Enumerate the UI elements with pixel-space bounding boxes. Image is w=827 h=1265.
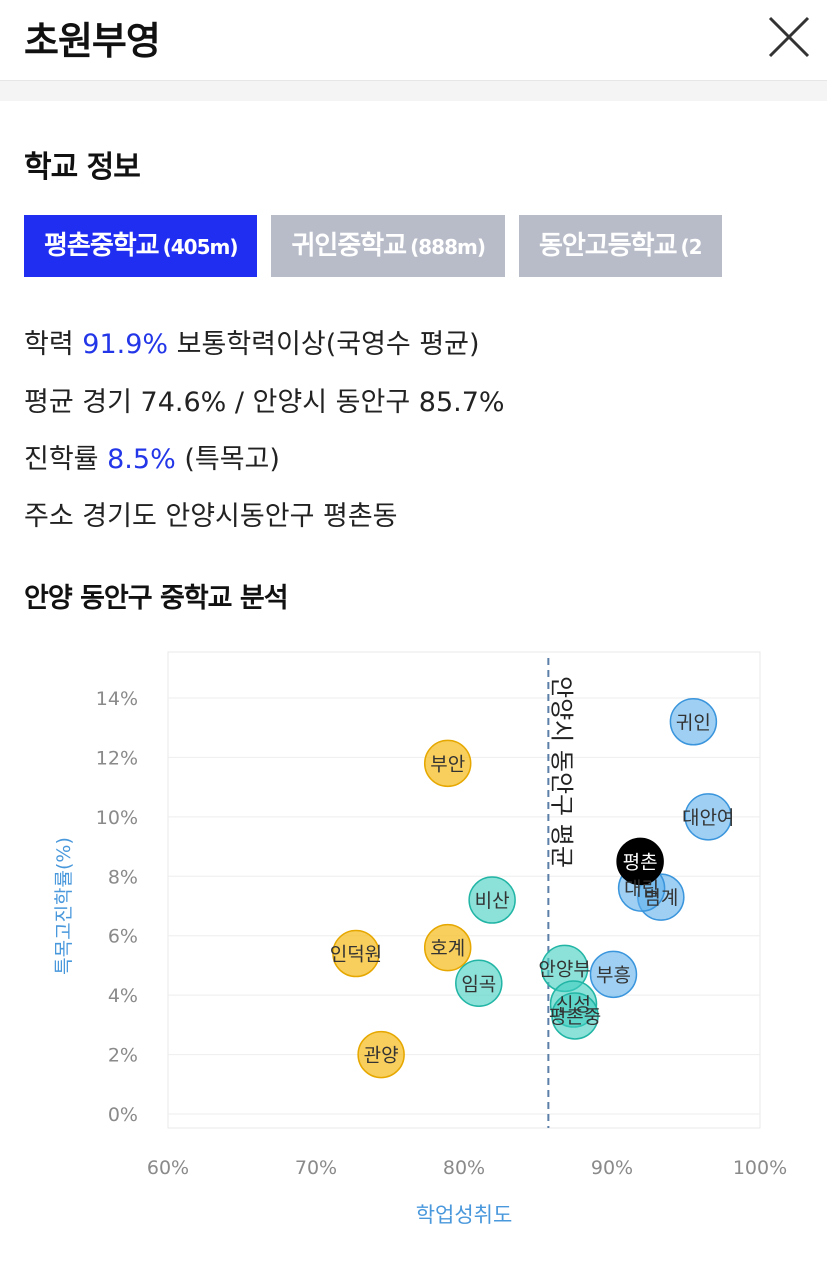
y-tick-label: 14% (96, 688, 138, 710)
point-label: 범계 (643, 887, 678, 909)
point-label: 부안 (430, 753, 465, 775)
advance-row: 진학률 8.5% (특목고) (24, 437, 280, 476)
point-label: 안양부 (538, 958, 590, 980)
point-label: 평촌중 (549, 1006, 601, 1028)
tab-school-distance: (405m) (162, 235, 239, 259)
point-호계 (423, 923, 472, 972)
section-divider (0, 81, 827, 101)
x-tick-label: 100% (733, 1157, 787, 1179)
academic-value: 91.9% (82, 329, 169, 360)
point-label: 임곡 (461, 973, 496, 995)
tab-school-distance: (888m) (410, 235, 486, 259)
advance-desc: (특목고) (184, 444, 280, 475)
academic-desc: 보통학력이상(국영수 평균) (176, 329, 480, 360)
page-title: 초원부영 (24, 19, 161, 63)
header-bar: 초원부영 (0, 0, 827, 81)
y-tick-label: 6% (108, 926, 138, 948)
point-label: 비산 (475, 890, 510, 912)
point-label: 대림 (624, 878, 659, 900)
academic-label: 학력 (24, 329, 74, 360)
point-평촌 (616, 837, 664, 886)
y-tick-label: 12% (96, 747, 138, 769)
analysis-heading: 안양 동안구 중학교 분석 (24, 583, 289, 614)
tab-school-name: 동안고등학교 (538, 231, 678, 261)
point-귀인 (669, 698, 718, 746)
point-부안 (423, 739, 472, 788)
point-인덕원 (332, 929, 380, 978)
school-info-heading: 학교 정보 (24, 150, 141, 185)
address-row: 주소 경기도 안양시동안구 평촌동 (24, 501, 398, 532)
x-tick-label: 90% (591, 1157, 633, 1179)
school-tabs: 평촌중학교 (405m) 귀인중학교 (888m) 동안고등학교 (2 (24, 215, 792, 277)
x-tick-label: 80% (443, 1157, 485, 1179)
point-label: 인덕원 (330, 944, 382, 966)
point-label: 호계 (430, 938, 465, 960)
average-reference-label: 안양시 동안구 평균 (547, 676, 575, 868)
x-tick-label: 60% (147, 1157, 189, 1179)
scatter-chart: 0% 2% 4% 6% 8% 10% 12% 14% 60% 70% 80% 90% 100% 학업성취도… (0, 640, 827, 1240)
point-label: 대안여 (682, 807, 734, 829)
tab-school-1[interactable]: 귀인중학교 (888m) (271, 215, 505, 277)
point-label: 귀인 (676, 712, 711, 734)
advance-value: 8.5% (107, 444, 176, 475)
y-tick-label: 10% (96, 807, 138, 829)
y-tick-label: 8% (108, 866, 138, 888)
point-비산 (468, 876, 516, 924)
x-tick-label: 70% (295, 1157, 337, 1179)
y-axis-label: 특목고진학률(%) (53, 837, 75, 975)
point-관양 (357, 1030, 405, 1079)
point-label: 신성 (556, 994, 591, 1016)
y-tick-label: 4% (108, 985, 138, 1007)
point-임곡 (455, 959, 503, 1008)
point-대안여 (684, 793, 732, 841)
y-tick-label: 0% (108, 1104, 138, 1126)
point-label: 관양 (364, 1045, 399, 1067)
x-axis-label: 학업성취도 (416, 1203, 513, 1227)
tab-school-name: 귀인중학교 (291, 231, 407, 261)
scatter-chart-svg: 0% 2% 4% 6% 8% 10% 12% 14% 60% 70% 80% 90% 100% 학업성취도… (53, 651, 787, 1227)
advance-label: 진학률 (24, 444, 99, 475)
point-평촌중 (551, 992, 599, 1040)
close-icon[interactable] (766, 14, 812, 60)
point-부흥 (589, 950, 638, 999)
average-row: 평균 경기 74.6% / 안양시 동안구 85.7% (24, 387, 505, 418)
point-label: 부흥 (596, 964, 631, 986)
point-label: 평촌 (623, 851, 658, 873)
y-tick-label: 2% (108, 1045, 138, 1067)
tab-school-2[interactable]: 동안고등학교 (2 (518, 215, 722, 277)
tab-school-name: 평촌중학교 (44, 231, 160, 261)
tab-school-0[interactable]: 평촌중학교 (405m) (24, 215, 258, 277)
academic-row: 학력 91.9% 보통학력이상(국영수 평균) (24, 322, 480, 361)
tab-school-distance: (2 (680, 235, 703, 259)
